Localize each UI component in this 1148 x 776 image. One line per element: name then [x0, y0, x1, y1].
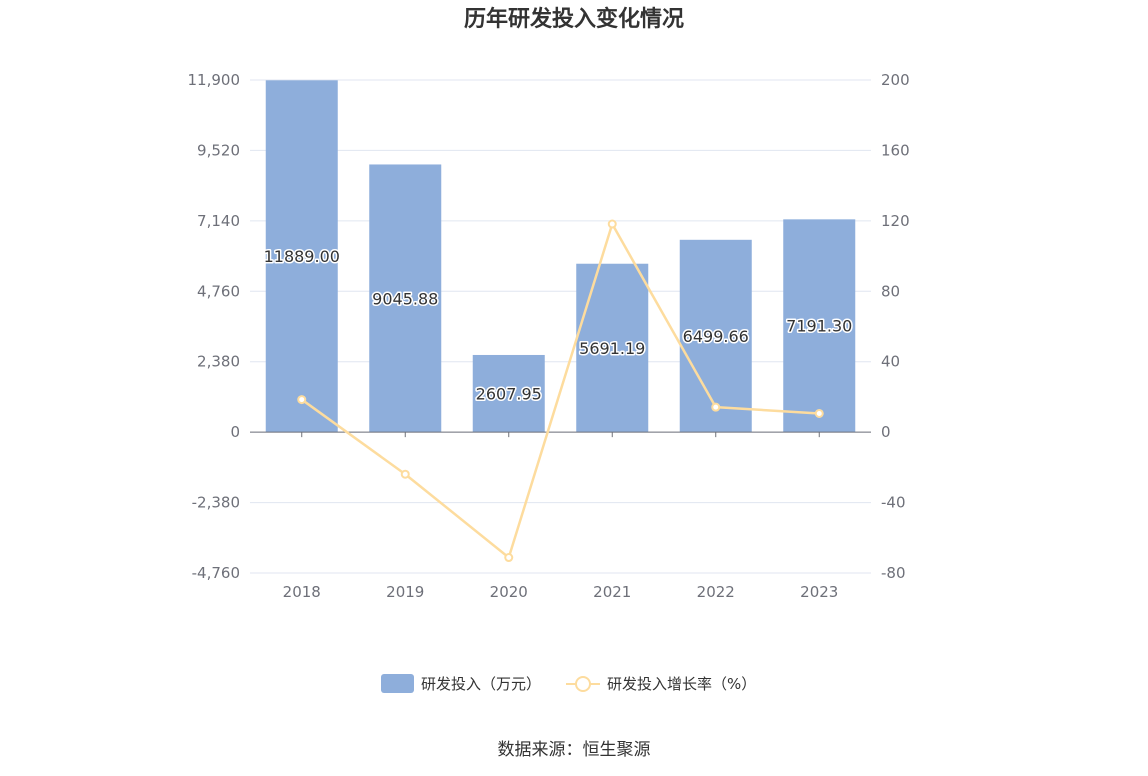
x-tick-label: 2021 — [593, 583, 631, 601]
line-point — [814, 408, 824, 418]
y-left-tick-label: 0 — [230, 423, 240, 441]
y-right-tick-label: -80 — [881, 564, 906, 582]
source-text: 数据来源：恒生聚源 — [498, 740, 651, 760]
legend[interactable]: 研发投入（万元） 研发投入增长率（%） — [381, 674, 756, 693]
legend-line-label: 研发投入增长率（%） — [607, 675, 756, 693]
y-left-tick-label: -2,380 — [192, 494, 240, 512]
y-left-tick-label: 2,380 — [197, 353, 240, 371]
y-right-tick-label: -40 — [881, 494, 906, 512]
line-point — [607, 219, 617, 229]
x-axis: 2018 2019 2020 2021 2022 2023 — [250, 431, 871, 601]
bar — [679, 239, 752, 433]
y-left-tick-label: 9,520 — [197, 141, 240, 159]
y-right-tick-label: 200 — [881, 71, 910, 89]
bar-value-label: 11889.00 — [264, 247, 340, 266]
bar-value-label: 5691.19 — [579, 339, 645, 358]
x-tick-label: 2023 — [800, 583, 838, 601]
x-tick-label: 2022 — [697, 583, 735, 601]
y-left-tick-label: 4,760 — [197, 282, 240, 300]
line-series — [297, 219, 824, 563]
line-point — [297, 395, 307, 405]
chart-title: 历年研发投入变化情况 — [464, 6, 684, 32]
y-left-tick-label: 11,900 — [188, 71, 241, 89]
legend-bar-label: 研发投入（万元） — [421, 675, 541, 693]
line-point — [400, 469, 410, 479]
bar-series — [265, 80, 856, 433]
bar-labels: 11889.00 9045.88 2607.95 5691.19 6499.66 7191… — [262, 246, 854, 405]
x-tick-label: 2020 — [490, 583, 528, 601]
y-right-tick-label: 160 — [881, 141, 910, 159]
y-axis-right: -80 -40 0 40 80 120 160 200 — [881, 71, 910, 582]
x-tick-label: 2018 — [283, 583, 321, 601]
grid-lines — [250, 79, 871, 574]
bar — [783, 219, 856, 433]
legend-item-bar[interactable]: 研发投入（万元） — [381, 674, 541, 693]
legend-line-marker — [575, 676, 591, 692]
y-right-tick-label: 80 — [881, 282, 900, 300]
bar — [472, 354, 545, 433]
legend-item-line[interactable]: 研发投入增长率（%） — [566, 675, 756, 693]
legend-bar-swatch — [381, 674, 414, 693]
bar — [369, 164, 442, 433]
bar-value-label: 9045.88 — [372, 289, 438, 308]
y-left-tick-label: -4,760 — [192, 564, 240, 582]
growth-line — [301, 222, 820, 559]
y-left-tick-label: 7,140 — [197, 212, 240, 230]
bar — [265, 80, 338, 433]
y-right-tick-label: 120 — [881, 212, 910, 230]
x-tick-label: 2019 — [386, 583, 424, 601]
line-point — [711, 402, 721, 412]
bar — [576, 263, 649, 433]
line-point — [504, 553, 514, 563]
y-axis-left: -4,760 -2,380 0 2,380 4,760 7,140 9,520 11,900 — [188, 71, 241, 582]
bar-value-label: 6499.66 — [683, 327, 749, 346]
y-right-tick-label: 40 — [881, 353, 900, 371]
bar-value-label: 2607.95 — [476, 385, 542, 404]
y-right-tick-label: 0 — [881, 423, 891, 441]
bar-value-label: 7191.30 — [786, 317, 852, 336]
